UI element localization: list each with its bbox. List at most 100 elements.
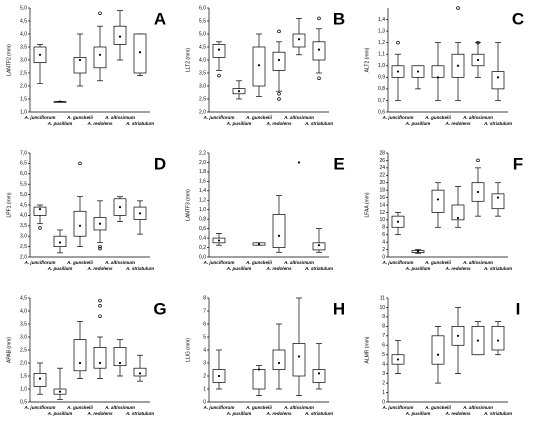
x-tick-label: A. redolens [86,266,112,271]
y-tick-label: 14 [379,202,385,208]
x-tick-label: A. junciflorum [24,260,56,265]
mean-dot [396,70,400,73]
x-tick-label: A. junciflorum [382,260,414,265]
y-tick-label: 4 [382,362,385,368]
y-tick-label: 8 [382,324,385,330]
y-tick-label: 5,5 [199,18,206,24]
y-tick-label: 0,5 [20,399,27,405]
y-tick-label: 0,4 [199,235,206,241]
mean-dot [416,70,420,73]
y-tick-label: 0,6 [199,226,206,232]
box [272,349,286,370]
x-tick-label: A. pusillum [405,411,431,416]
y-tick-label: 2,5 [199,96,206,102]
x-tick-label: A. striatulum [483,266,512,271]
panel-letter: F [513,154,523,173]
outlier [98,11,102,15]
mean-dot [317,244,321,247]
panel-letter: H [333,299,345,318]
box [73,57,87,74]
y-tick-label: 2 [382,247,385,253]
box [73,339,87,372]
mean-dot [396,358,400,361]
outlier [396,40,400,45]
y-tick-label: 6 [382,232,385,238]
mean-dot [38,208,42,211]
y-tick-label: 4,0 [20,308,27,314]
y-tick-label: 6,0 [199,5,206,11]
y-tick-label: 1,0 [378,63,385,69]
outlier [98,314,102,318]
mean-dot [456,64,460,67]
mean-dot [118,205,122,209]
y-tick-label: 0,8 [199,217,206,223]
y-tick-label: 16 [379,195,385,201]
x-tick-label: A. altissimum [283,405,314,410]
x-tick-label: A. gunckelii [245,405,273,410]
y-tick-label: 0,2 [199,245,206,251]
y-tick-label: 0,8 [378,86,385,92]
x-tick-label: A. striatulum [304,411,333,416]
box [113,25,127,45]
x-tick-label: A. striatulum [304,121,333,126]
x-tick-label: A. junciflorum [24,115,56,120]
x-tick-label: A. striatulum [483,121,512,126]
y-tick-label: 1,3 [378,28,385,34]
mean-dot [98,361,102,365]
y-tick-label: 5 [382,352,385,358]
mean-dot [38,377,42,380]
y-axis-label: LLIG (mm) [185,338,191,362]
box [133,33,147,74]
y-tick-label: 7 [203,308,206,314]
y-tick-label: 0,7 [378,98,385,104]
box [292,343,306,377]
mean-dot [317,48,321,51]
mean-dot [277,234,281,237]
mean-dot [58,241,62,244]
y-tick-label: 11 [380,295,385,301]
y-tick-label: 2,5 [20,70,27,76]
y-tick-label: 0,6 [378,109,385,115]
y-tick-label: 0,9 [378,75,385,81]
x-tick-label: A. striatulum [125,266,154,271]
y-tick-label: 0 [382,254,385,260]
box [93,46,107,69]
x-tick-label: A. junciflorum [382,405,414,410]
y-axis-label: LFAA (mm) [364,192,370,217]
box [491,71,505,90]
x-tick-label: A. redolens [444,266,470,271]
panel-letter: G [153,299,166,318]
x-tick-label: A. redolens [444,411,470,416]
y-tick-label: 3,5 [20,223,27,229]
y-tick-label: 2,0 [20,83,27,89]
box [292,33,306,48]
x-tick-label: A. redolens [265,121,291,126]
x-tick-label: A. altissimum [283,260,314,265]
y-tick-label: 7 [382,333,385,339]
y-tick-label: 2 [382,380,385,386]
y-tick-label: 5,0 [199,31,206,37]
y-tick-label: 2,5 [20,244,27,250]
box [93,347,107,369]
box [491,193,505,210]
mean-dot [456,334,460,337]
outlier [217,73,221,78]
y-tick-label: 4,5 [199,44,206,50]
box [272,214,286,248]
y-tick-label: 1,2 [199,198,206,204]
y-tick-label: 2,0 [199,109,206,115]
y-tick-label: 1,4 [199,188,206,194]
y-tick-label: 3 [382,371,385,377]
y-tick-label: 0,0 [199,254,206,260]
panel-letter: E [333,154,344,173]
y-tick-label: 5,5 [20,182,27,188]
y-tick-label: 22 [379,173,385,179]
y-tick-label: 5,0 [20,192,27,198]
y-tick-label: 2,2 [199,150,206,156]
mean-dot [436,353,440,356]
x-tick-label: A. altissimum [283,115,314,120]
y-tick-label: 20 [379,180,385,186]
y-axis-label: APAB (mm) [6,337,12,363]
y-tick-label: 1,8 [199,169,206,175]
y-tick-label: 0 [203,399,206,405]
